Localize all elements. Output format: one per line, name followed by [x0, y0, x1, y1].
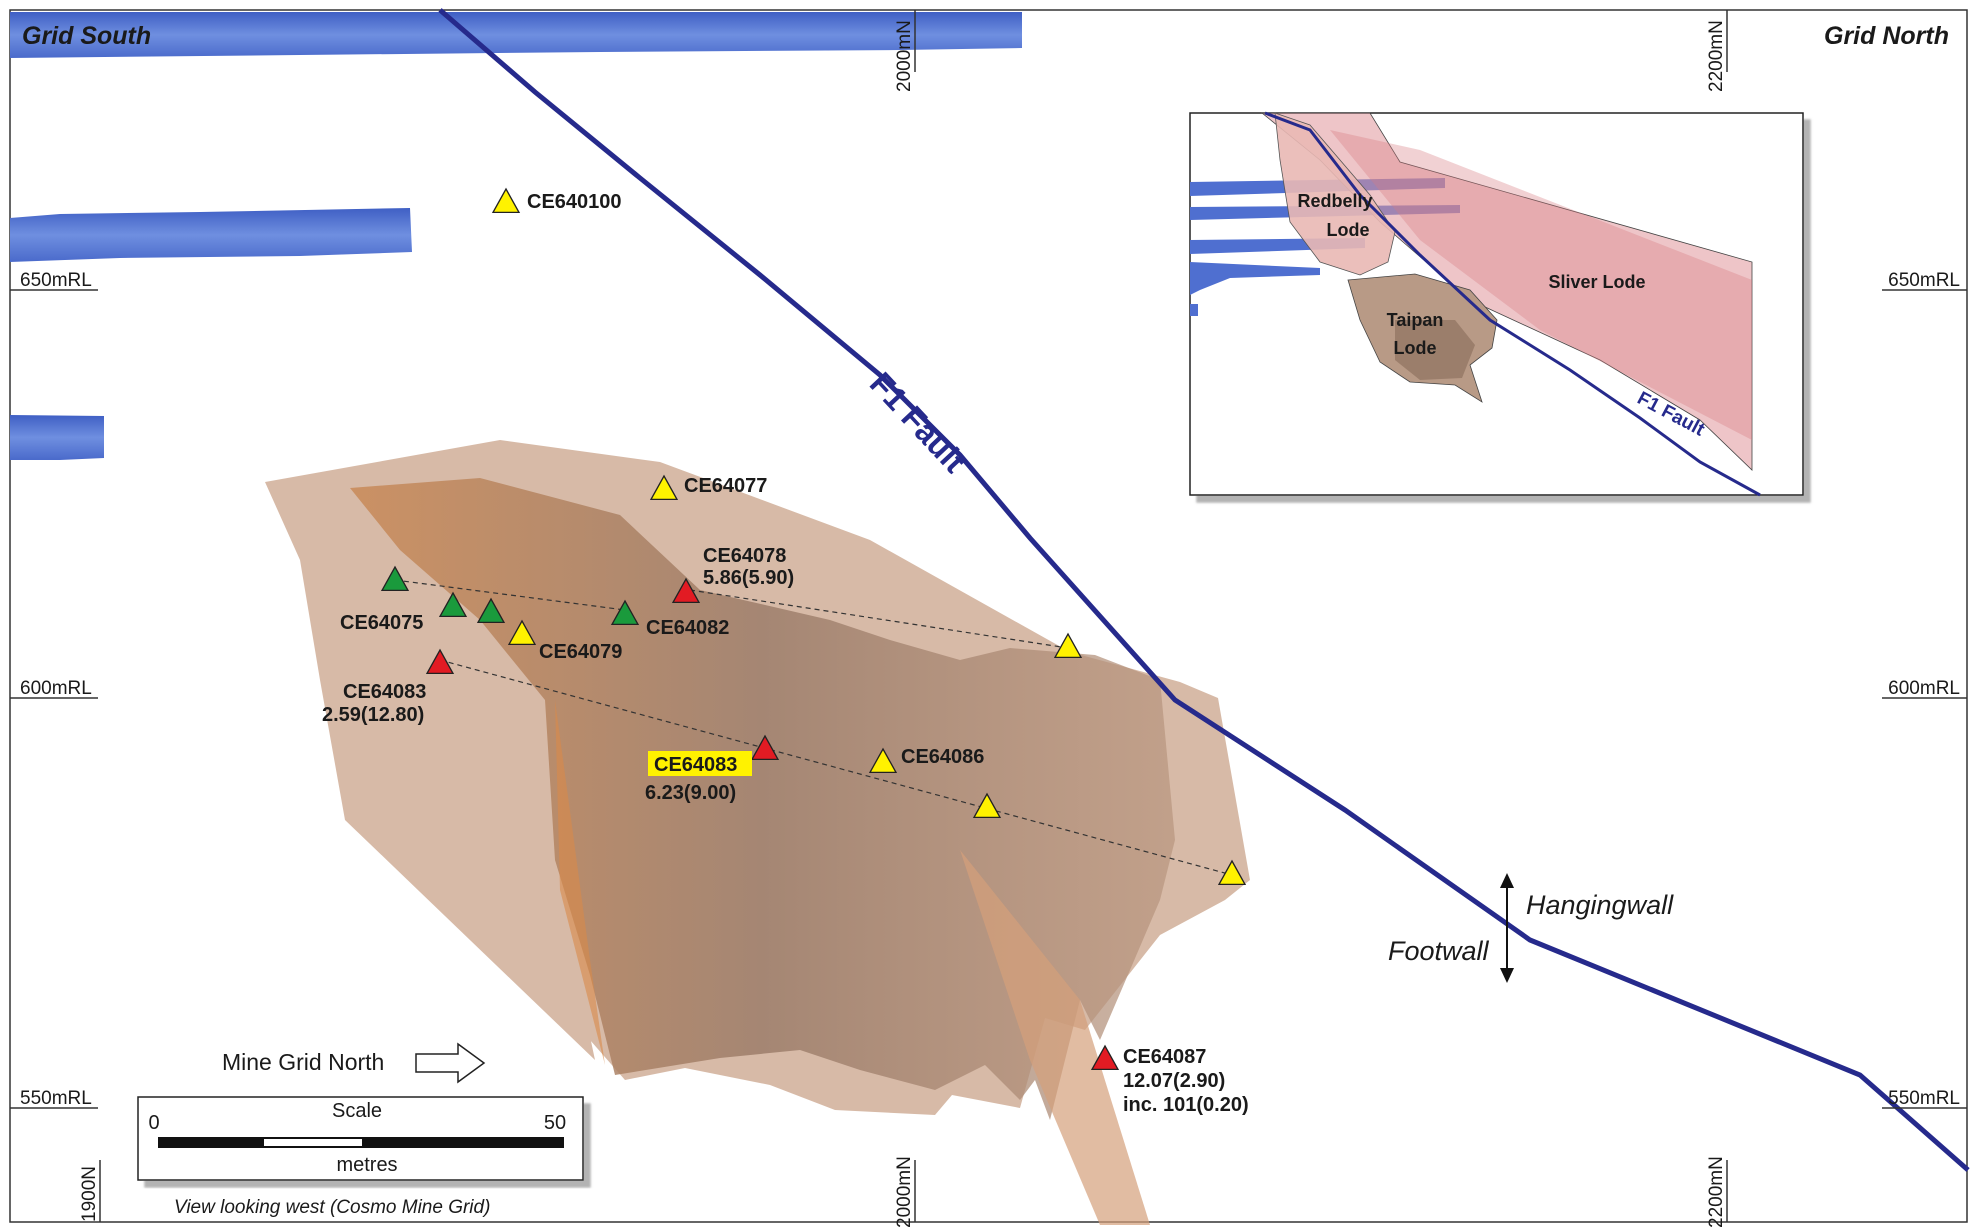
underground-drives [10, 12, 1022, 460]
inset-redbelly-line1: Redbelly [1297, 191, 1372, 211]
grid-north-label: Grid North [1824, 22, 1949, 50]
label-ce64075: CE64075 [340, 612, 423, 634]
result-ce64078: 5.86(5.90) [703, 567, 794, 589]
lode-inner-core [350, 478, 1175, 1120]
marker-ce64078 [671, 577, 701, 604]
northing-top-2000: 2000mN [894, 20, 915, 92]
label-ce64086: CE64086 [901, 746, 984, 768]
hangingwall-footwall-indicator: Hangingwall Footwall [1388, 873, 1674, 983]
result2-ce64087: inc. 101(0.20) [1123, 1094, 1249, 1116]
northing-bottom-1900: 1900N [79, 1166, 100, 1222]
marker-green-extra-2 [476, 597, 506, 624]
northing-bottom-2200: 2200mN [1706, 1156, 1727, 1228]
label-ce64087: CE64087 [1123, 1046, 1206, 1068]
inset-map: Redbelly Lode Sliver Lode Taipan Lode F1… [1189, 111, 1804, 497]
scale-bar-box: Scale 0 50 metres [137, 1096, 584, 1181]
marker-ce64083b [750, 734, 780, 761]
drill-traces [394, 579, 1233, 876]
marker-ce64087 [1090, 1044, 1120, 1071]
scale-max: 50 [544, 1112, 566, 1134]
label-ce64083-b: CE64083 [654, 754, 737, 776]
marker-ce64082 [610, 599, 640, 626]
f1-fault-line [438, 8, 1970, 1172]
inset-redbelly-lode [1274, 112, 1396, 276]
mine-grid-north-label: Mine Grid North [222, 1049, 384, 1075]
inset-taipan-line2: Lode [1394, 338, 1437, 358]
drive-middle [10, 208, 412, 262]
northing-ticks-bottom: 1900N 2000mN 2200mN [79, 1156, 1728, 1228]
marker-yellow-extra-2 [972, 792, 1002, 819]
grid-south-label: Grid South [22, 22, 151, 50]
marker-yellow-extra-1 [1053, 632, 1083, 659]
result-ce64083-b: 6.23(9.00) [645, 782, 736, 804]
drive-upper [10, 12, 1022, 58]
trace-ce64078 [689, 589, 1069, 649]
marker-ce64086 [868, 747, 898, 774]
lode-tail [960, 850, 1150, 1225]
northing-bottom-2000: 2000mN [894, 1156, 915, 1228]
north-arrow-icon [415, 1042, 486, 1084]
drill-hole-markers [380, 187, 1247, 1071]
rl-right-550: 550mRL [1888, 1088, 1960, 1109]
label-ce64082: CE64082 [646, 617, 729, 639]
result-ce64083-a: 2.59(12.80) [322, 704, 424, 726]
inset-taipan-line1: Taipan [1387, 310, 1444, 330]
inset-redbelly-line2: Lode [1327, 220, 1370, 240]
marker-yellow-extra-3 [1217, 859, 1247, 886]
northing-ticks-top: 2000mN 2200mN [894, 10, 1728, 92]
footwall-label: Footwall [1388, 936, 1490, 966]
label-ce64079: CE64079 [539, 641, 622, 663]
marker-ce640100 [491, 187, 521, 214]
label-ce64077: CE64077 [684, 475, 767, 497]
mine-grid-north-indicator: Mine Grid North [222, 1042, 486, 1084]
hangingwall-label: Hangingwall [1526, 890, 1674, 920]
northing-top-2200: 2200mN [1706, 20, 1727, 92]
inset-sliver-label: Sliver Lode [1548, 272, 1645, 292]
scale-unit: metres [336, 1154, 397, 1176]
rl-left-650: 650mRL [20, 270, 92, 291]
drive-lower [10, 415, 104, 460]
lode-fold-left [555, 700, 605, 1065]
rl-ticks: 650mRL 600mRL 550mRL 650mRL 600mRL 550mR… [10, 270, 1967, 1109]
inset-fault-line [1264, 111, 1761, 497]
taipan-lode-section [265, 440, 1250, 1225]
map-frame [9, 9, 1968, 1223]
rl-left-550: 550mRL [20, 1088, 92, 1109]
f1-fault-label: F1 Fault [863, 365, 973, 480]
rl-right-600: 600mRL [1888, 678, 1960, 699]
marker-ce64077 [649, 474, 679, 501]
marker-ce64079 [507, 619, 537, 646]
scale-min: 0 [148, 1112, 159, 1134]
label-ce640100: CE640100 [527, 191, 622, 213]
rl-left-600: 600mRL [20, 678, 92, 699]
highlight-ce64083-b [648, 751, 752, 776]
rl-right-650: 650mRL [1888, 270, 1960, 291]
label-ce64083-a: CE64083 [343, 681, 426, 703]
marker-ce64075 [380, 565, 410, 592]
scale-title: Scale [332, 1100, 382, 1122]
label-ce64078: CE64078 [703, 545, 786, 567]
marker-ce64083a [425, 648, 455, 675]
drill-hole-labels: CE640100 CE64077 CE64078 5.86(5.90) CE64… [322, 191, 1249, 1116]
marker-green-extra-1 [438, 591, 468, 618]
trace-ce64075-ce64082 [394, 579, 626, 611]
view-caption: View looking west (Cosmo Mine Grid) [174, 1197, 490, 1218]
result-ce64087: 12.07(2.90) [1123, 1070, 1225, 1092]
trace-ce64083 [439, 659, 1233, 876]
